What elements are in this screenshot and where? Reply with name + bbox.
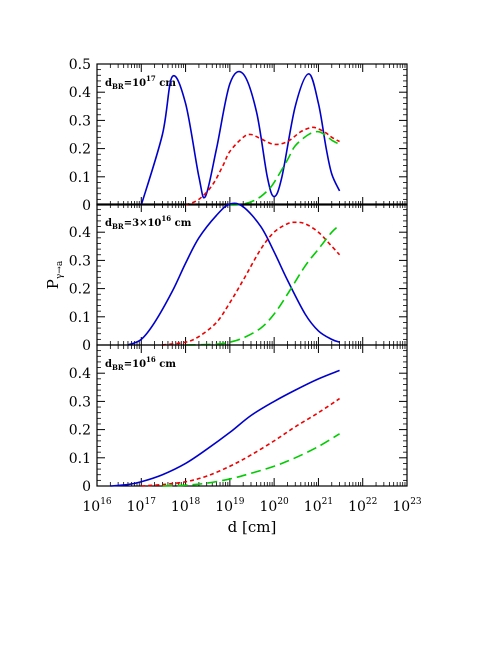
x-tick-label: 1019 (215, 497, 245, 515)
series-blue-solid (127, 202, 340, 346)
panel-2: 0 0.1 0.2 0.3 0.4 dBR=3×1016 cm (69, 202, 408, 354)
y-tick-label: 0.2 (69, 282, 91, 298)
panel-1: 0 0.1 0.2 0.3 0.4 0.5 dBR=1017 cm (69, 57, 408, 214)
x-tick-label: 1017 (127, 497, 157, 515)
x-axis-label: d [cm] (228, 518, 277, 536)
x-tick-label: 1023 (392, 497, 422, 515)
x-tick-label: 1022 (348, 497, 377, 515)
y-tick-label: 0.1 (69, 170, 91, 186)
y-tick-label: 0.1 (69, 451, 91, 467)
x-tick-label: 1018 (171, 497, 201, 515)
x-tick-label: 1021 (304, 497, 333, 515)
y-tick-label: 0.3 (69, 394, 91, 410)
y-tick-label: 0.5 (69, 57, 91, 73)
series-red-short-dashed (141, 397, 341, 487)
x-tick-labels: 1016 1017 1018 1019 1020 1021 1022 1023 (82, 497, 422, 515)
y-tick-label: 0.4 (69, 225, 91, 241)
panel-label: dBR=1017 cm (105, 74, 176, 91)
series-red-short-dashed (185, 126, 340, 206)
y-tick-label: 0.3 (69, 253, 91, 269)
panel-label: dBR=1016 cm (105, 355, 176, 372)
y-axis-label: Pγ→a (44, 260, 65, 289)
y-tick-label: 0.4 (69, 85, 91, 101)
y-tick-label: 0.4 (69, 366, 91, 382)
series-green-long-dashed (162, 433, 340, 487)
y-tick-label: 0.2 (69, 423, 91, 439)
panel-frame (96, 63, 408, 206)
series-red-short-dashed (162, 221, 341, 346)
series-green-long-dashed (185, 224, 341, 346)
y-tick-label: 0 (82, 479, 91, 495)
x-tick-label: 1020 (260, 497, 290, 515)
y-tick-label: 0.2 (69, 142, 91, 158)
y-tick-label: 0.3 (69, 113, 91, 129)
y-axis-label-text: Pγ→a (44, 260, 65, 289)
y-tick-label: 0 (82, 198, 91, 214)
x-tick-label: 1016 (82, 497, 112, 515)
series-blue-solid (140, 70, 341, 206)
panels-group: 0 0.1 0.2 0.3 0.4 0.5 dBR=1017 cm 0 0.1 0.2 0.3 0.4… (69, 57, 408, 495)
panel-3: 0 0.1 0.2 0.3 0.4 dBR=1016 cm (69, 344, 408, 495)
panel-frame (96, 344, 408, 487)
panel-label: dBR=3×1016 cm (105, 214, 192, 231)
y-tick-label: 0.1 (69, 310, 91, 326)
series-blue-solid (110, 369, 340, 487)
y-tick-label: 0 (82, 338, 91, 354)
